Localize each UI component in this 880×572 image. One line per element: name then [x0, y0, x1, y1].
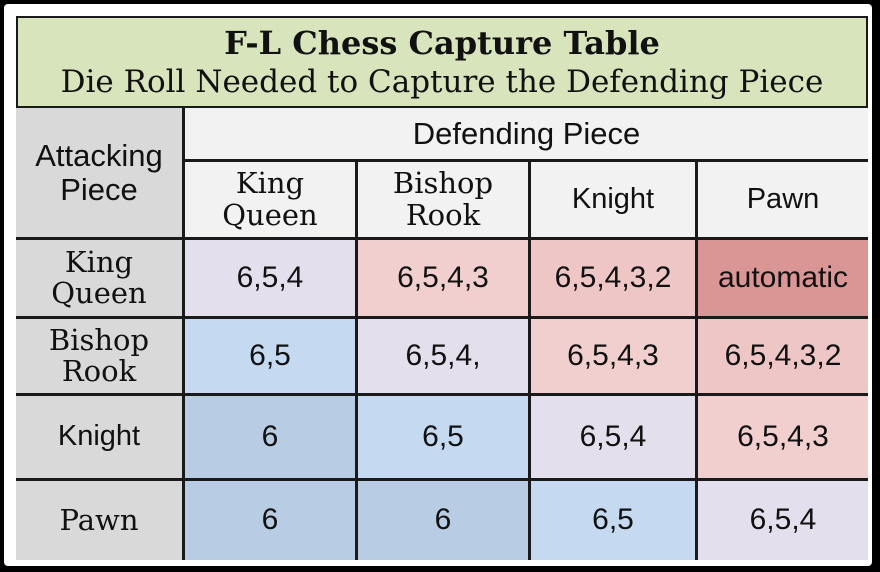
- row-header-line: Rook: [61, 354, 137, 388]
- row-header-line: King: [64, 244, 134, 279]
- table-cell: 6,5: [358, 396, 528, 478]
- row-header-line: Bishop: [48, 322, 150, 357]
- defending-piece-header: Defending Piece: [185, 108, 868, 159]
- attacking-header-line: Attacking: [35, 138, 163, 174]
- table-cell: 6,5,4,3: [698, 396, 868, 478]
- column-header-line: Bishop: [392, 166, 494, 201]
- table-cell: 6,5,4,3,2: [531, 240, 695, 316]
- row-header-knight: Knight: [16, 396, 182, 478]
- column-header-line: Queen: [222, 197, 318, 232]
- table-subtitle: Die Roll Needed to Capture the Defending…: [60, 64, 824, 100]
- row-header-king-queen: King Queen: [16, 240, 182, 316]
- attacking-header-line: Piece: [60, 171, 138, 207]
- table-title: F-L Chess Capture Table: [224, 24, 660, 62]
- table-cell: 6,5,4,3: [358, 240, 528, 316]
- table-cell: 6,5,4: [185, 240, 355, 316]
- table-cell: 6,5: [185, 319, 355, 393]
- title-box: F-L Chess Capture Table Die Roll Needed …: [16, 16, 868, 108]
- table-cell: 6: [185, 396, 355, 478]
- row-header-bishop-rook: Bishop Rook: [16, 319, 182, 393]
- row-header-line: Queen: [51, 276, 147, 310]
- table-cell: 6,5,4: [698, 481, 868, 560]
- table-cell: 6,5,4,: [358, 319, 528, 393]
- capture-table-panel: F-L Chess Capture Table Die Roll Needed …: [16, 16, 868, 560]
- attacking-piece-header: Attacking Piece: [16, 108, 182, 237]
- table-cell: 6,5,4,3,2: [698, 319, 868, 393]
- column-header-pawn: Pawn: [698, 162, 868, 237]
- image-frame: F-L Chess Capture Table Die Roll Needed …: [4, 4, 872, 566]
- table-cell: 6: [358, 481, 528, 560]
- table-cell: 6,5,4,3: [531, 319, 695, 393]
- table-cell: 6,5,4: [531, 396, 695, 478]
- column-header-line: King: [235, 166, 305, 201]
- column-header-king-queen: King Queen: [185, 162, 355, 237]
- column-header-bishop-rook: Bishop Rook: [358, 162, 528, 237]
- table-cell: automatic: [698, 240, 868, 316]
- row-header-pawn: Pawn: [16, 481, 182, 560]
- capture-table: Attacking Piece Defending Piece King Que…: [16, 108, 868, 560]
- column-header-knight: Knight: [531, 162, 695, 237]
- table-cell: 6,5: [531, 481, 695, 560]
- column-header-line: Rook: [405, 197, 481, 232]
- table-cell: 6: [185, 481, 355, 560]
